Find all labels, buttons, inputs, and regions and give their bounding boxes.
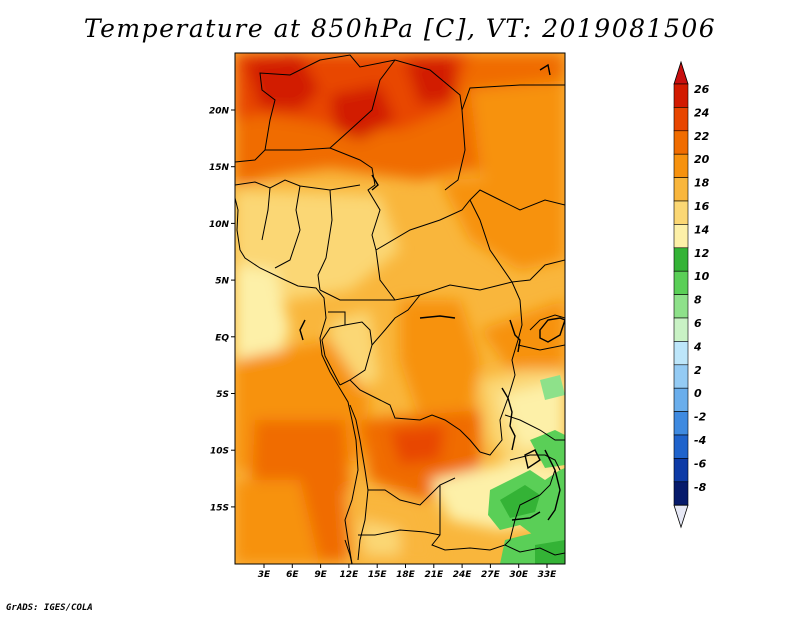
lon-tick-label: 6E [286, 570, 299, 580]
colorbar-label: 20 [694, 153, 710, 166]
colorbar-swatch [673, 83, 689, 108]
colorbar-label: 12 [694, 247, 710, 260]
colorbar-swatch [673, 411, 689, 436]
colorbar-swatch [673, 434, 689, 459]
colorbar-label: -4 [694, 434, 706, 447]
lat-tick-label: 5S [216, 390, 229, 400]
lon-tick-label: 15E [368, 570, 388, 580]
lon-tick-label: 27E [481, 570, 501, 580]
latitude-axis: 20N 15N 10N 5N EQ 5S 10S 15S [209, 107, 235, 513]
colorbar-swatch [673, 317, 689, 342]
lon-tick-label: 21E [424, 570, 444, 580]
grads-credit: GrADS: IGES/COLA [6, 603, 93, 613]
colorbar-swatch [673, 341, 689, 366]
colorbar-label: 2 [694, 364, 702, 377]
colorbar-swatch [673, 153, 689, 178]
lon-tick-label: 33E [538, 570, 558, 580]
colorbar-label: 22 [694, 130, 710, 143]
map-frame [234, 52, 566, 565]
colorbar-label: 10 [694, 270, 710, 283]
colorbar-label: 18 [694, 177, 710, 190]
colorbar-label: -2 [694, 411, 707, 424]
lat-tick-label: 10S [210, 447, 229, 457]
lon-tick-label: 30E [509, 570, 529, 580]
colorbar-label: 24 [694, 106, 709, 119]
colorbar-swatch [673, 481, 689, 506]
colorbar-top-arrow [673, 60, 689, 85]
temperature-field [235, 53, 565, 564]
map-title: Temperature at 850hPa [C], VT: 201908150… [83, 14, 717, 43]
colorbar-label: 26 [694, 83, 710, 96]
lon-tick-label: 12E [340, 570, 360, 580]
colorbar-label: -8 [694, 481, 707, 494]
lon-tick-label: 3E [258, 570, 271, 580]
colorbar-label: 16 [694, 200, 710, 213]
colorbar-swatch [673, 177, 689, 202]
colorbar-swatch [673, 130, 689, 155]
colorbar-label: 8 [694, 294, 702, 307]
colorbar-label: 4 [693, 340, 702, 353]
lat-tick-label: 5N [215, 277, 229, 287]
lat-tick-label: 15S [210, 503, 229, 513]
lake-outlines [299, 63, 565, 521]
colorbar-swatch [673, 107, 689, 132]
colorbar-label: 14 [694, 223, 709, 236]
colorbar-swatch [673, 270, 689, 295]
colorbar-swatch [673, 458, 689, 483]
colorbar-swatch [673, 364, 689, 389]
lat-tick-label: 20N [209, 107, 230, 117]
lon-tick-label: 18E [396, 570, 416, 580]
colorbar-label: 0 [694, 387, 702, 400]
lat-tick-label: EQ [215, 333, 229, 343]
colorbar-swatch [673, 200, 689, 225]
lon-tick-label: 24E [453, 570, 473, 580]
colorbar-label: -6 [694, 457, 707, 470]
colorbar-swatch [673, 294, 689, 319]
lat-tick-label: 10N [209, 220, 230, 230]
colorbar-swatch [673, 247, 689, 272]
colorbar-bottom-arrow [673, 504, 689, 529]
lat-tick-label: 15N [209, 163, 230, 173]
colorbar-label: 6 [694, 317, 702, 330]
longitude-axis: 3E 6E 9E 12E 15E 18E 21E 24E 27E 30E 33E [258, 564, 557, 580]
colorbar-swatch [673, 224, 689, 249]
lon-tick-label: 9E [314, 570, 327, 580]
colorbar-swatch [673, 387, 689, 412]
